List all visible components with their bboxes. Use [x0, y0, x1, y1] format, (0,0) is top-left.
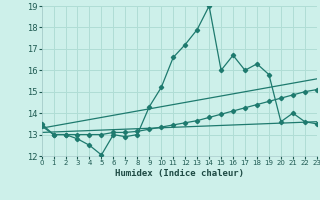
X-axis label: Humidex (Indice chaleur): Humidex (Indice chaleur) — [115, 169, 244, 178]
